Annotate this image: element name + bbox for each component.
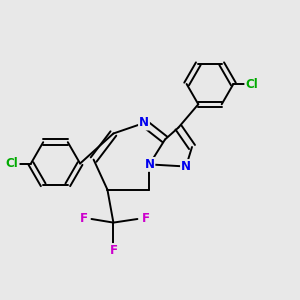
Text: Cl: Cl [245,77,258,91]
Text: F: F [110,244,117,257]
Text: N: N [144,158,154,171]
Text: F: F [80,212,87,226]
Text: Cl: Cl [6,157,18,170]
Text: N: N [139,116,149,130]
Text: F: F [142,212,149,226]
Text: N: N [181,160,191,173]
